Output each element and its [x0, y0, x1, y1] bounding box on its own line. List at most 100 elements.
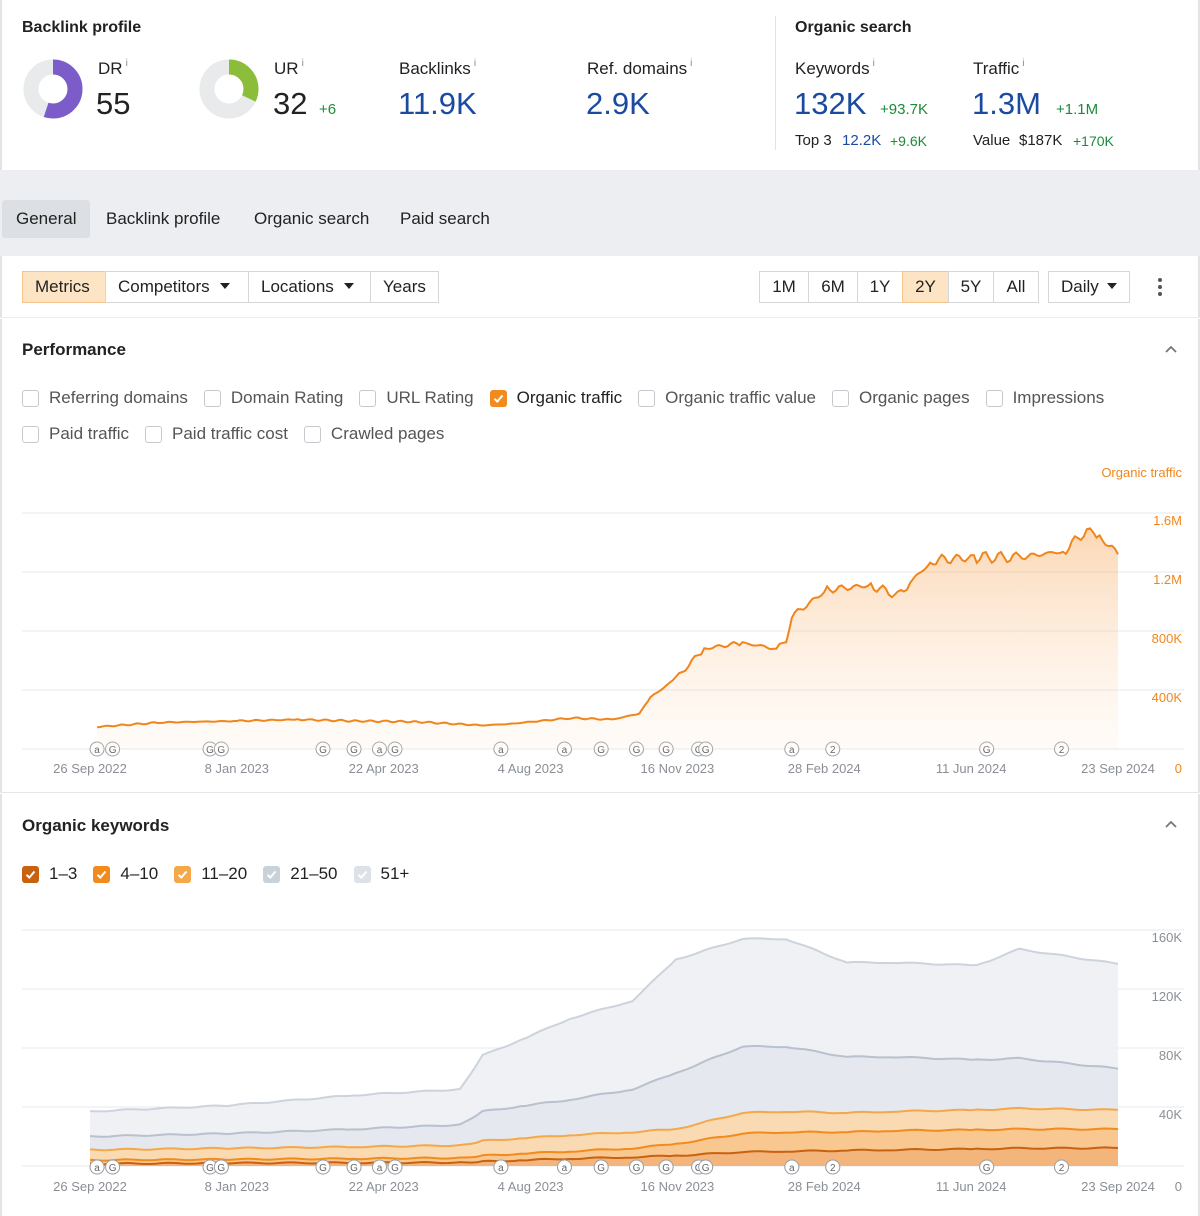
- annotation-marker-label: G: [662, 745, 670, 756]
- organic-traffic-line[interactable]: [97, 527, 1119, 729]
- annotation-marker-icon[interactable]: [371, 1159, 387, 1175]
- annotation-marker-icon[interactable]: [556, 1159, 572, 1175]
- organic-traffic-chart[interactable]: Organic traffic 1.6M 1.2M 800K 400K 0 26 Sep 2…: [2, 459, 1198, 789]
- annotation-marker-label: G: [350, 745, 358, 756]
- tab-paid-search[interactable]: Paid search: [400, 209, 490, 228]
- checkbox-empty-icon[interactable]: [638, 389, 656, 407]
- range-1m-button[interactable]: 1M: [759, 271, 809, 303]
- checkbox-impressions[interactable]: Impressions: [985, 388, 1104, 408]
- tab-organic-search[interactable]: Organic search: [254, 209, 370, 228]
- dr-donut-chart: [23, 59, 83, 119]
- checkbox-empty-icon[interactable]: [145, 425, 163, 443]
- annotation-marker-label: G: [983, 1163, 991, 1174]
- range-all-button[interactable]: All: [993, 271, 1039, 303]
- checkbox-empty-icon[interactable]: [22, 425, 39, 443]
- checkbox-1-3[interactable]: 1–3: [22, 864, 77, 884]
- ref-domains-value[interactable]: 2.9K: [586, 86, 650, 121]
- range-6m-button[interactable]: 6M: [808, 271, 858, 303]
- annotation-marker-icon[interactable]: [105, 1159, 121, 1175]
- info-icon[interactable]: i: [690, 58, 693, 69]
- checkbox-paid-traffic-cost[interactable]: Paid traffic cost: [145, 424, 288, 444]
- annotation-marker-icon[interactable]: [89, 1159, 105, 1175]
- top3-value[interactable]: 12.2K: [842, 132, 882, 149]
- collapse-chevron-icon[interactable]: [1164, 817, 1178, 831]
- checkbox-organic-traffic[interactable]: Organic traffic: [489, 388, 622, 408]
- ur-delta: +6: [319, 101, 337, 118]
- x-tick-label: 4 Aug 2023: [498, 761, 564, 776]
- checkbox-checked-icon[interactable]: [353, 865, 371, 883]
- checkbox-crawled-pages[interactable]: Crawled pages: [303, 424, 444, 444]
- annotation-marker-icon[interactable]: [315, 1159, 331, 1175]
- keywords-line-11-20[interactable]: [89, 1106, 1119, 1152]
- annotation-marker-icon[interactable]: [979, 1159, 995, 1175]
- range-1y-button[interactable]: 1Y: [857, 271, 903, 303]
- keywords-line-51[interactable]: [89, 937, 1119, 1113]
- checkbox-checked-icon[interactable]: [263, 865, 281, 883]
- checkbox-checked-icon[interactable]: [22, 865, 39, 883]
- x-tick-label: 11 Jun 2024: [936, 1179, 1007, 1194]
- checkbox-checked-icon[interactable]: [489, 389, 507, 407]
- range-2y-button[interactable]: 2Y: [902, 271, 949, 303]
- range-5y-button[interactable]: 5Y: [948, 271, 994, 303]
- tab-backlink-profile[interactable]: Backlink profile: [106, 209, 221, 228]
- annotation-marker-icon[interactable]: [1054, 1159, 1070, 1175]
- tab-general[interactable]: General: [2, 200, 91, 238]
- organic-keywords-chart[interactable]: 160K 120K 80K 40K 0 26 Sep 2022 8 Jan 2023 22 A…: [2, 906, 1198, 1212]
- checkbox-empty-icon[interactable]: [22, 389, 39, 407]
- checkbox-url-rating[interactable]: URL Rating: [359, 388, 474, 408]
- checkbox-checked-icon[interactable]: [93, 865, 111, 883]
- checkbox-checked-icon[interactable]: [174, 865, 192, 883]
- annotation-marker-icon[interactable]: [387, 1159, 403, 1175]
- annotation-marker-icon[interactable]: [825, 1159, 841, 1175]
- annotation-marker-icon[interactable]: [213, 1159, 229, 1175]
- annotation-marker-icon[interactable]: [628, 1159, 644, 1175]
- annotation-marker-icon[interactable]: [346, 1159, 362, 1175]
- traffic-delta: +1.1M: [1056, 101, 1099, 118]
- info-icon[interactable]: i: [301, 58, 304, 69]
- more-options-icon[interactable]: [1152, 276, 1168, 298]
- checkbox-empty-icon[interactable]: [359, 389, 377, 407]
- info-icon[interactable]: i: [1022, 58, 1025, 69]
- checkbox-organic-traffic-value[interactable]: Organic traffic value: [638, 388, 816, 408]
- checkbox-paid-traffic[interactable]: Paid traffic: [22, 424, 129, 444]
- info-icon[interactable]: i: [125, 58, 128, 69]
- annotation-marker-icon[interactable]: [784, 1159, 800, 1175]
- checkbox-domain-rating[interactable]: Domain Rating: [203, 388, 344, 408]
- metrics-button[interactable]: Metrics: [22, 271, 106, 303]
- checkbox-label: Domain Rating: [230, 388, 344, 407]
- checkbox-empty-icon[interactable]: [832, 389, 849, 407]
- traffic-label: Traffic i: [973, 58, 1025, 78]
- checkbox-organic-pages[interactable]: Organic pages: [832, 388, 970, 408]
- checkbox-label: URL Rating: [386, 388, 474, 407]
- interval-dropdown[interactable]: Daily: [1048, 271, 1130, 303]
- annotation-marker-icon[interactable]: [493, 1159, 509, 1175]
- backlinks-value[interactable]: 11.9K: [398, 86, 477, 121]
- annotation-marker-label: 2: [830, 745, 836, 756]
- checkbox-51[interactable]: 51+: [353, 864, 409, 884]
- annotation-marker-label: G: [350, 1163, 358, 1174]
- years-button[interactable]: Years: [370, 271, 439, 303]
- checkbox-referring-domains[interactable]: Referring domains: [22, 388, 188, 408]
- traffic-value-amount: $187K: [1019, 132, 1063, 149]
- checkbox-empty-icon[interactable]: [303, 425, 321, 443]
- info-icon[interactable]: i: [473, 58, 477, 69]
- traffic-value[interactable]: 1.3M: [972, 86, 1041, 121]
- metric-checkboxes-row-1: Referring domains Domain Rating URL Rating…: [22, 388, 1120, 408]
- competitors-dropdown[interactable]: Competitors: [105, 271, 249, 303]
- checkbox-empty-icon[interactable]: [985, 389, 1003, 407]
- keywords-line-21-50[interactable]: [89, 1044, 1119, 1138]
- info-icon[interactable]: i: [872, 58, 875, 69]
- checkbox-11-20[interactable]: 11–20: [174, 864, 247, 884]
- keywords-area-1-3: [90, 1147, 1118, 1166]
- keywords-line-1-3[interactable]: [89, 1146, 1119, 1166]
- annotation-marker-icon[interactable]: [593, 1159, 609, 1175]
- locations-dropdown[interactable]: Locations: [248, 271, 371, 303]
- checkbox-empty-icon[interactable]: [203, 389, 221, 407]
- checkbox-21-50[interactable]: 21–50: [263, 864, 338, 884]
- checkbox-4-10[interactable]: 4–10: [93, 864, 158, 884]
- keywords-line-4-10[interactable]: [89, 1127, 1119, 1162]
- annotation-marker-icon[interactable]: [658, 1159, 674, 1175]
- keywords-value[interactable]: 132K: [794, 86, 867, 121]
- collapse-chevron-icon[interactable]: [1164, 342, 1178, 356]
- annotation-marker-icon[interactable]: [698, 1159, 714, 1175]
